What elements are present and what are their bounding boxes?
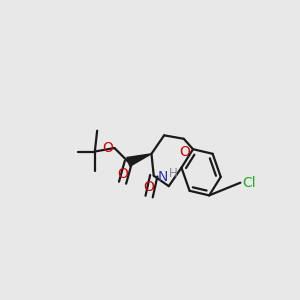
Text: N: N bbox=[157, 170, 168, 184]
Text: O: O bbox=[117, 167, 128, 181]
Text: O: O bbox=[144, 180, 154, 194]
Polygon shape bbox=[127, 154, 152, 166]
Text: O: O bbox=[179, 145, 191, 159]
Text: Cl: Cl bbox=[242, 176, 256, 190]
Text: O: O bbox=[102, 141, 112, 155]
Text: H: H bbox=[169, 167, 177, 180]
